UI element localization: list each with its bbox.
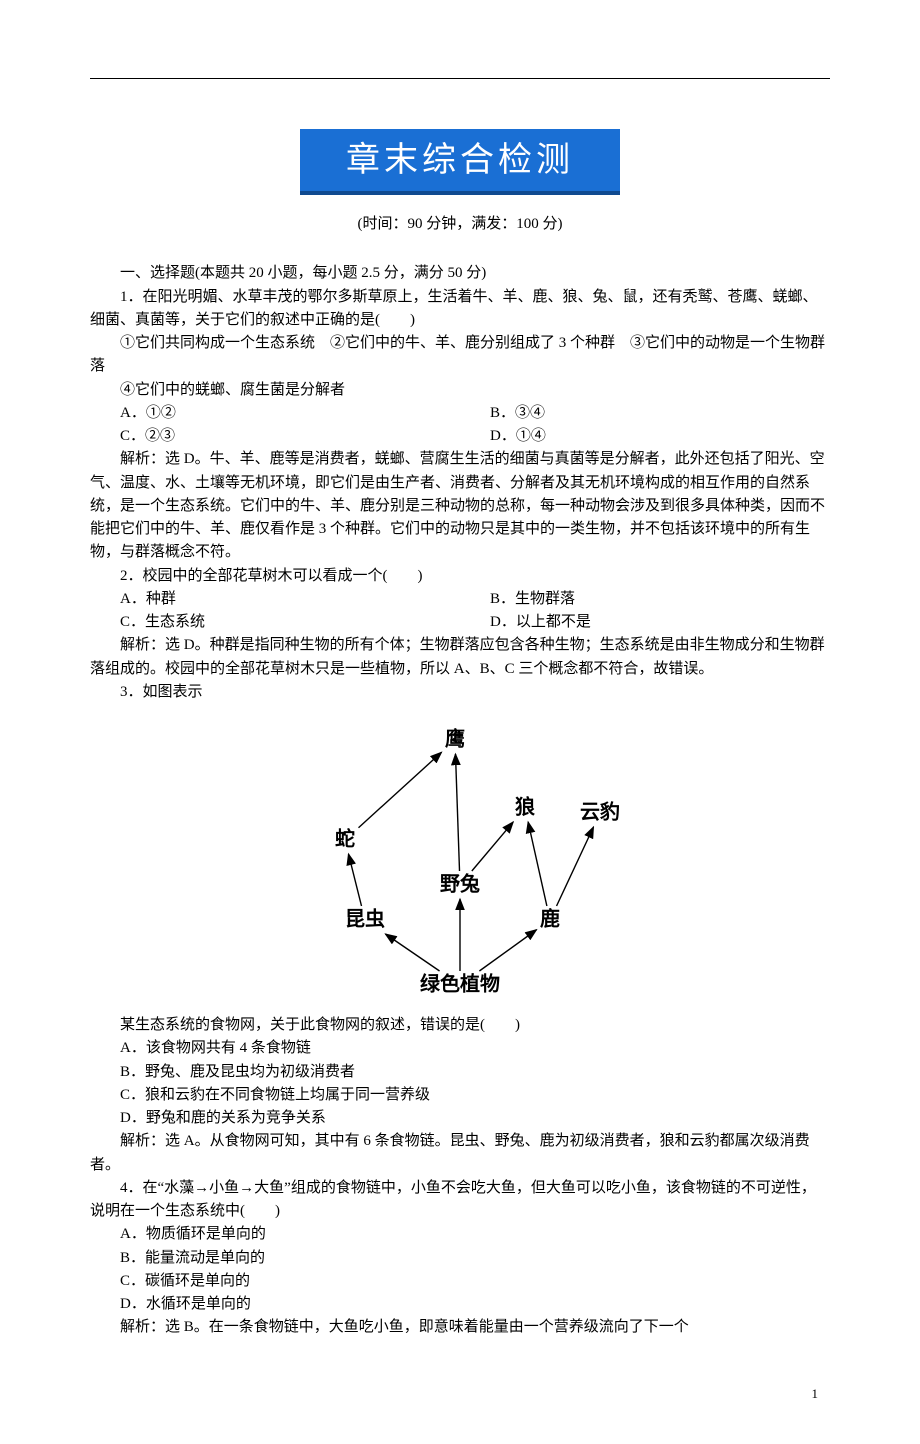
q2-option-c: C．生态系统 [90,611,460,634]
food-web-edge [528,822,547,906]
q4-option-c: C．碳循环是单向的 [90,1270,830,1293]
food-web-edge [385,934,439,971]
q1-clauses-2: ④它们中的蜣螂、腐生菌是分解者 [90,379,830,402]
top-rule [90,78,830,79]
section-heading: 一、选择题(本题共 20 小题，每小题 2.5 分，满分 50 分) [90,262,830,285]
q2-option-d: D．以上都不是 [460,611,591,634]
food-web-edge [359,752,442,827]
food-web-edge [479,930,536,971]
q3-stem: 3．如图表示 [90,681,830,704]
food-web-node-eagle: 鹰 [445,726,465,750]
q1-explanation: 解析：选 D。牛、羊、鹿等是消费者，蜣螂、营腐生生活的细菌与真菌等是分解者，此外… [90,448,830,564]
q1-stem: 1．在阳光明媚、水草丰茂的鄂尔多斯草原上，生活着牛、羊、鹿、狼、兔、鼠，还有秃鹫… [90,286,830,333]
food-web-edge [455,754,459,871]
page-number: 1 [90,1384,830,1404]
q2-options-row2: C．生态系统 D．以上都不是 [90,611,830,634]
food-web-edge [557,827,594,906]
food-web-node-wolf: 狼 [515,794,536,818]
q3-option-b: B．野兔、鹿及昆虫均为初级消费者 [90,1061,830,1084]
food-web-node-rabbit: 野兔 [440,871,480,895]
q2-option-b: B．生物群落 [460,588,575,611]
q4-option-d: D．水循环是单向的 [90,1293,830,1316]
q2-explanation: 解析：选 D。种群是指同种生物的所有个体；生物群落应包含各种生物；生态系统是由非… [90,634,830,681]
q3-option-d: D．野兔和鹿的关系为竞争关系 [90,1107,830,1130]
q3-after-figure: 某生态系统的食物网，关于此食物网的叙述，错误的是( ) [90,1014,830,1037]
q3-option-a: A．该食物网共有 4 条食物链 [90,1037,830,1060]
q2-options-row1: A．种群 B．生物群落 [90,588,830,611]
food-web-node-snake: 蛇 [335,826,355,850]
q2-stem: 2．校园中的全部花草树木可以看成一个( ) [90,565,830,588]
q1-clauses-1: ①它们共同构成一个生态系统 ②它们中的牛、羊、鹿分别组成了 3 个种群 ③它们中… [90,332,830,379]
q1-option-b: B．③④ [460,402,545,425]
food-web-node-leopard: 云豹 [580,799,620,823]
chapter-banner: 章末综合检测 [300,129,620,195]
q1-options-row2: C．②③ D．①④ [90,425,830,448]
q1-option-c: C．②③ [90,425,460,448]
q2-option-a: A．种群 [90,588,460,611]
food-web-edge [349,854,362,906]
food-web-edge [472,822,513,871]
q4-option-a: A．物质循环是单向的 [90,1223,830,1246]
food-web-diagram: 绿色植物 昆虫 野兔鹿 蛇 狼 云豹 鹰 [270,710,650,1010]
food-web-node-plant: 绿色植物 [420,971,500,995]
q3-option-c: C．狼和云豹在不同食物链上均属于同一营养级 [90,1084,830,1107]
q3-explanation: 解析：选 A。从食物网可知，其中有 6 条食物链。昆虫、野兔、鹿为初级消费者，狼… [90,1130,830,1177]
q1-option-d: D．①④ [460,425,546,448]
q1-options-row1: A．①② B．③④ [90,402,830,425]
q1-option-a: A．①② [90,402,460,425]
q4-explanation: 解析：选 B。在一条食物链中，大鱼吃小鱼，即意味着能量由一个营养级流向了下一个 [90,1316,830,1339]
food-web-node-insect: 昆虫 [345,906,385,930]
q4-stem: 4．在“水藻→小鱼→大鱼”组成的食物链中，小鱼不会吃大鱼，但大鱼可以吃小鱼，该食… [90,1177,830,1224]
food-web-node-deer: 鹿 [540,906,560,930]
q4-option-b: B．能量流动是单向的 [90,1247,830,1270]
exam-meta: (时间：90 分钟，满发：100 分) [90,213,830,236]
